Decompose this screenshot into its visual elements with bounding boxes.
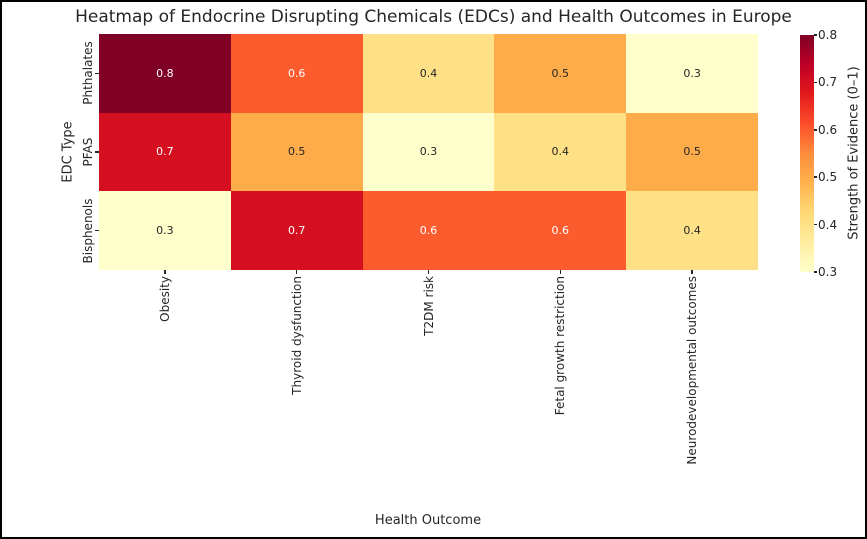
x-tick-mark bbox=[295, 270, 298, 274]
colorbar-tick-mark bbox=[814, 34, 817, 36]
cell-value: 0.4 bbox=[419, 66, 438, 80]
colorbar-tick-mark bbox=[814, 129, 817, 131]
colorbar-tick-label: 0.6 bbox=[818, 122, 838, 137]
heatmap-cell: 0.3 bbox=[626, 34, 758, 113]
colorbar-gradient bbox=[800, 35, 814, 272]
x-tick-label: Obesity bbox=[157, 276, 172, 322]
colorbar-tick-mark bbox=[814, 176, 817, 178]
y-tick-mark bbox=[95, 151, 99, 153]
heatmap-cell: 0.3 bbox=[99, 191, 231, 270]
y-tick-label: PFAS bbox=[81, 137, 95, 167]
heatmap-cell: 0.5 bbox=[494, 34, 627, 113]
colorbar-tick-mark bbox=[814, 81, 817, 84]
heatmap-cell: 0.4 bbox=[626, 191, 758, 270]
cell-value: 0.5 bbox=[287, 145, 306, 159]
cell-value: 0.7 bbox=[156, 145, 174, 159]
x-tick-label: Thyroid dysfunction bbox=[289, 276, 304, 395]
x-tick-mark bbox=[427, 270, 430, 274]
colorbar-tick-label: 0.8 bbox=[818, 28, 838, 42]
cell-value: 0.7 bbox=[287, 224, 306, 238]
y-axis-label: EDC Type bbox=[60, 121, 76, 183]
cell-value: 0.4 bbox=[551, 145, 570, 159]
y-tick-mark bbox=[95, 72, 99, 75]
colorbar-tick-mark bbox=[814, 223, 817, 226]
heatmap-cell: 0.6 bbox=[494, 191, 627, 270]
cell-value: 0.8 bbox=[156, 66, 174, 80]
x-tick-mark bbox=[691, 270, 693, 274]
heatmap-cell: 0.5 bbox=[626, 112, 758, 192]
heatmap-cell: 0.4 bbox=[494, 112, 627, 192]
cell-value: 0.3 bbox=[683, 66, 701, 80]
colorbar-tick-label: 0.5 bbox=[818, 170, 838, 185]
heatmap-cell: 0.4 bbox=[362, 34, 495, 113]
colorbar-label: Strength of Evidence (0–1) bbox=[846, 66, 862, 240]
x-axis-label: Health Outcome bbox=[374, 513, 482, 528]
heatmap-cell: 0.6 bbox=[362, 191, 495, 270]
heatmap-cell: 0.7 bbox=[99, 112, 231, 192]
heatmap-cell: 0.7 bbox=[230, 191, 363, 270]
colorbar-tick-mark bbox=[814, 271, 817, 273]
chart-title: Heatmap of Endocrine Disrupting Chemical… bbox=[75, 7, 792, 27]
cell-value: 0.6 bbox=[551, 224, 570, 238]
cell-value: 0.4 bbox=[683, 224, 701, 238]
x-tick-label: Neurodevelopmental outcomes bbox=[685, 276, 700, 465]
cell-value: 0.6 bbox=[419, 224, 438, 238]
x-tick-mark bbox=[164, 270, 166, 274]
x-tick-label: T2DM risk bbox=[421, 276, 436, 336]
y-tick-label: Bisphenols bbox=[81, 198, 95, 264]
colorbar-tick-label: 0.4 bbox=[818, 217, 838, 232]
colorbar-tick-label: 0.7 bbox=[818, 75, 838, 90]
y-tick-mark bbox=[95, 229, 99, 232]
heatmap-cell: 0.3 bbox=[362, 112, 495, 192]
cell-value: 0.3 bbox=[419, 145, 438, 159]
cell-value: 0.5 bbox=[683, 145, 701, 159]
cell-value: 0.3 bbox=[156, 224, 174, 238]
heatmap-cell: 0.5 bbox=[230, 112, 363, 192]
x-tick-label: Fetal growth restriction bbox=[553, 276, 568, 416]
y-tick-label: Phthalates bbox=[81, 41, 95, 106]
heatmap-grid: 0.8 0.6 0.4 0.5 0.3 0.7 0.5 0.3 0.4 0.5 0.3 0.7 0.6 0… bbox=[99, 34, 758, 270]
heatmap-cell: 0.8 bbox=[99, 34, 231, 113]
cell-value: 0.5 bbox=[551, 66, 570, 80]
colorbar-tick-label: 0.3 bbox=[818, 265, 838, 279]
heatmap-cell: 0.6 bbox=[230, 34, 363, 113]
cell-value: 0.6 bbox=[287, 66, 306, 80]
x-tick-mark bbox=[559, 270, 562, 274]
